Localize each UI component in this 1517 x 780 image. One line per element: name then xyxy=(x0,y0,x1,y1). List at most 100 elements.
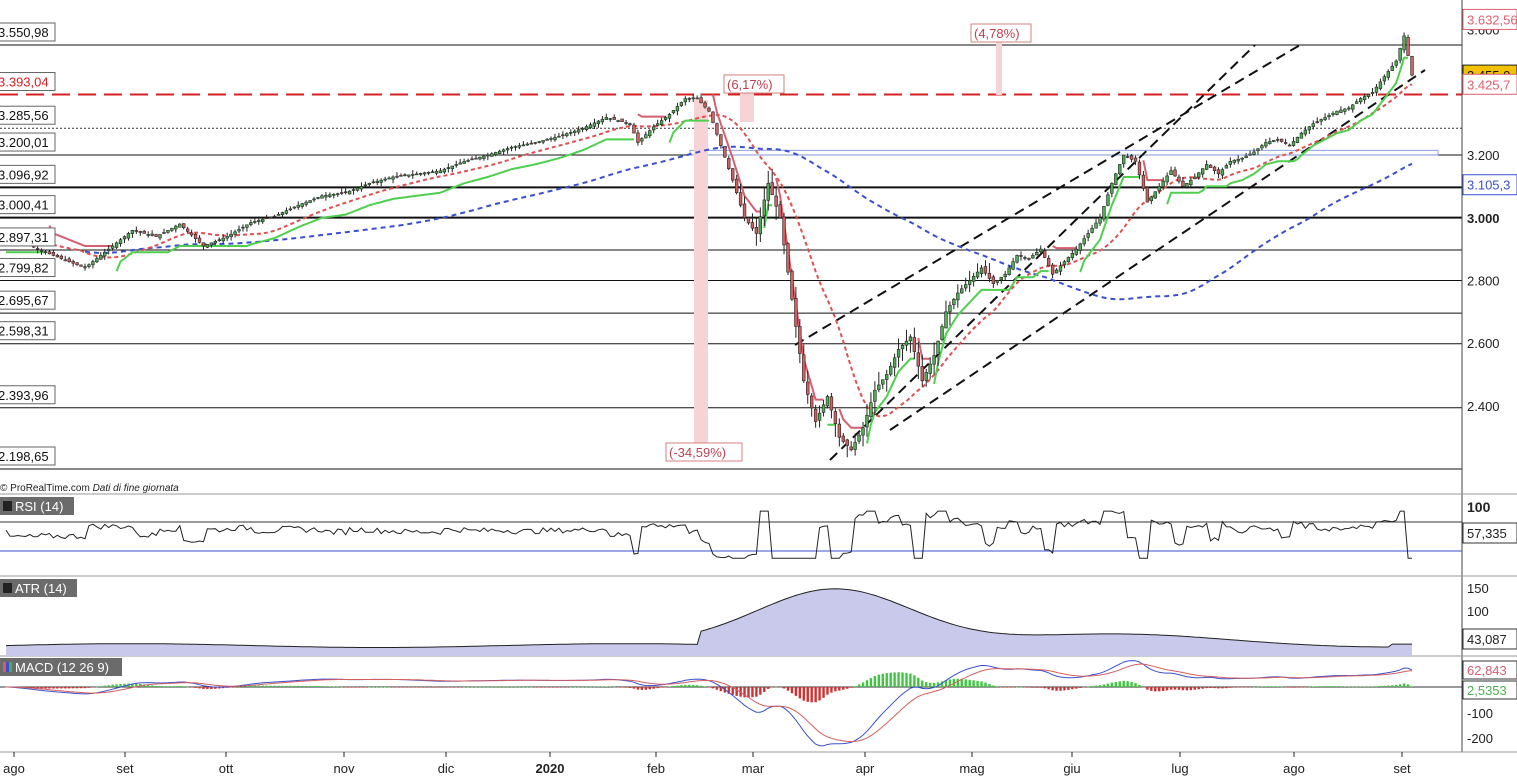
candle-body xyxy=(407,174,411,177)
macd-bar xyxy=(1193,687,1196,690)
macd-bar xyxy=(719,687,723,692)
macd-axis-neg100: -100 xyxy=(1467,706,1493,721)
macd-bar xyxy=(810,687,813,703)
macd-bar xyxy=(64,687,67,689)
candle-body xyxy=(182,223,186,228)
candle-body xyxy=(347,190,352,195)
macd-bar xyxy=(557,687,561,688)
candle-body xyxy=(683,98,687,103)
candle-body xyxy=(1165,175,1169,183)
candle-body xyxy=(1015,255,1019,263)
candle-body xyxy=(967,280,972,285)
macd-bar xyxy=(869,678,873,687)
candle-body xyxy=(1355,101,1359,104)
candle-body xyxy=(1224,165,1229,169)
macd-bar xyxy=(1233,687,1236,688)
macd-bar xyxy=(123,683,126,687)
macd-bar xyxy=(834,687,837,692)
candle-body xyxy=(1074,248,1078,255)
macd-bar xyxy=(332,686,336,688)
candle-body xyxy=(817,412,822,421)
x-tick-label: mag xyxy=(959,761,984,776)
candle-body xyxy=(813,408,818,422)
candle-body xyxy=(178,223,182,228)
candle-body xyxy=(1244,155,1248,158)
macd-bar xyxy=(324,686,328,687)
macd-bar xyxy=(1402,683,1406,687)
candle-body xyxy=(340,192,344,194)
macd-bar xyxy=(419,687,422,688)
candle-body xyxy=(205,244,210,248)
candle-body xyxy=(261,219,265,223)
candle-body xyxy=(857,434,861,442)
candle-body xyxy=(604,117,608,120)
candle-body xyxy=(1260,145,1264,149)
macd-bar xyxy=(75,687,79,689)
macd-bar xyxy=(814,687,817,703)
candle-body xyxy=(794,297,798,327)
level-label-text: 2.799,82 xyxy=(0,261,49,276)
candle-body xyxy=(1382,76,1387,82)
macd-bar xyxy=(1150,687,1153,691)
annotation-text: (4,78%) xyxy=(974,26,1020,41)
x-tick-label: nov xyxy=(334,761,355,776)
macd-bar xyxy=(684,684,687,687)
macd-bar xyxy=(190,687,193,688)
atr-panel: ATR (14) 150 100 43,087 xyxy=(0,579,1517,656)
macd-bar xyxy=(534,687,537,688)
macd-bar xyxy=(1221,687,1224,689)
candle-body xyxy=(284,210,289,214)
macd-bar xyxy=(917,677,920,687)
candle-body xyxy=(1390,65,1394,71)
macd-bar xyxy=(1225,687,1228,689)
candle-body xyxy=(782,216,786,246)
candle-body xyxy=(1070,252,1075,258)
macd-bar xyxy=(336,686,339,688)
candle-body xyxy=(1019,255,1023,257)
macd-bar xyxy=(565,687,569,688)
price-tag: 3.425,7 xyxy=(1462,73,1517,95)
candle-body xyxy=(75,262,79,266)
macd-bar xyxy=(1292,687,1295,688)
candle-body xyxy=(766,182,770,201)
macd-bar xyxy=(285,685,288,687)
macd-bar xyxy=(1031,687,1035,688)
macd-bar xyxy=(490,686,493,688)
macd-bar xyxy=(1158,687,1161,692)
macd-bar xyxy=(1312,686,1315,687)
macd-bar xyxy=(1406,684,1410,687)
macd-bar xyxy=(731,687,734,695)
macd-bar xyxy=(510,686,513,688)
candle-body xyxy=(1173,169,1177,177)
candle-body xyxy=(498,150,502,154)
macd-bar xyxy=(767,687,770,689)
macd-bar xyxy=(842,687,845,690)
macd-bar xyxy=(711,687,715,689)
macd-bar xyxy=(344,687,347,688)
macd-bar xyxy=(597,686,600,688)
candle-body xyxy=(399,175,403,177)
candle-body xyxy=(983,266,988,274)
candle-body xyxy=(703,102,707,108)
macd-bar xyxy=(1027,687,1031,688)
candle-body xyxy=(1161,180,1165,188)
candle-body xyxy=(359,186,364,190)
macd-bar xyxy=(616,687,620,688)
candle-body xyxy=(802,354,806,382)
candle-body xyxy=(1279,138,1284,142)
candle-body xyxy=(1129,155,1134,160)
macd-bar xyxy=(1268,686,1272,687)
candle-body xyxy=(699,97,703,104)
macd-bar xyxy=(502,686,505,688)
macd-bar xyxy=(1173,687,1177,690)
macd-bar xyxy=(154,685,158,687)
macd-bar xyxy=(1177,687,1181,690)
macd-bar xyxy=(1134,683,1137,687)
macd-bar xyxy=(905,672,908,687)
macd-bar xyxy=(960,678,963,687)
candle-body xyxy=(1082,238,1086,245)
candle-body xyxy=(1062,261,1067,266)
macd-bar xyxy=(1063,687,1066,691)
candle-body xyxy=(1370,92,1375,94)
macd-bar xyxy=(233,687,237,688)
